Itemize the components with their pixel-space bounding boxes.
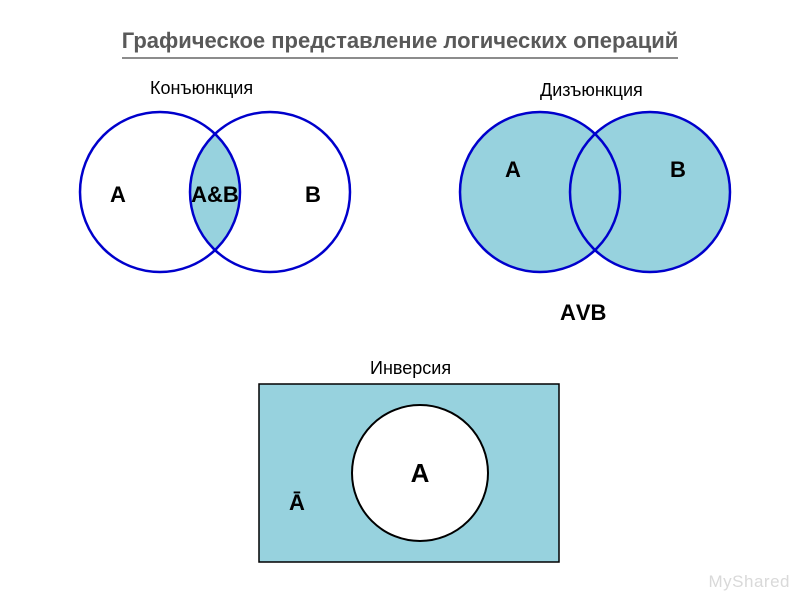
conjunction-label-center: A&B bbox=[191, 182, 239, 207]
conjunction-caption: Конъюнкция bbox=[150, 78, 253, 99]
inversion-caption: Инверсия bbox=[370, 358, 451, 379]
disjunction-label-bottom: АVВ bbox=[560, 300, 606, 326]
inversion-label-a: A bbox=[411, 458, 430, 488]
disjunction-label-a: А bbox=[505, 157, 521, 182]
inversion-diagram: A Ā bbox=[255, 380, 575, 580]
inversion-label-abar: Ā bbox=[289, 490, 305, 515]
conjunction-label-b: В bbox=[305, 182, 321, 207]
disjunction-label-b: В bbox=[670, 157, 686, 182]
watermark: MyShared bbox=[709, 572, 790, 592]
disjunction-caption: Дизъюнкция bbox=[540, 80, 643, 101]
title-text: Графическое представление логических опе… bbox=[122, 28, 679, 59]
conjunction-venn: А В A&B bbox=[50, 102, 380, 302]
disjunction-venn: А В bbox=[430, 102, 760, 302]
page-title: Графическое представление логических опе… bbox=[0, 28, 800, 59]
conjunction-label-a: А bbox=[110, 182, 126, 207]
